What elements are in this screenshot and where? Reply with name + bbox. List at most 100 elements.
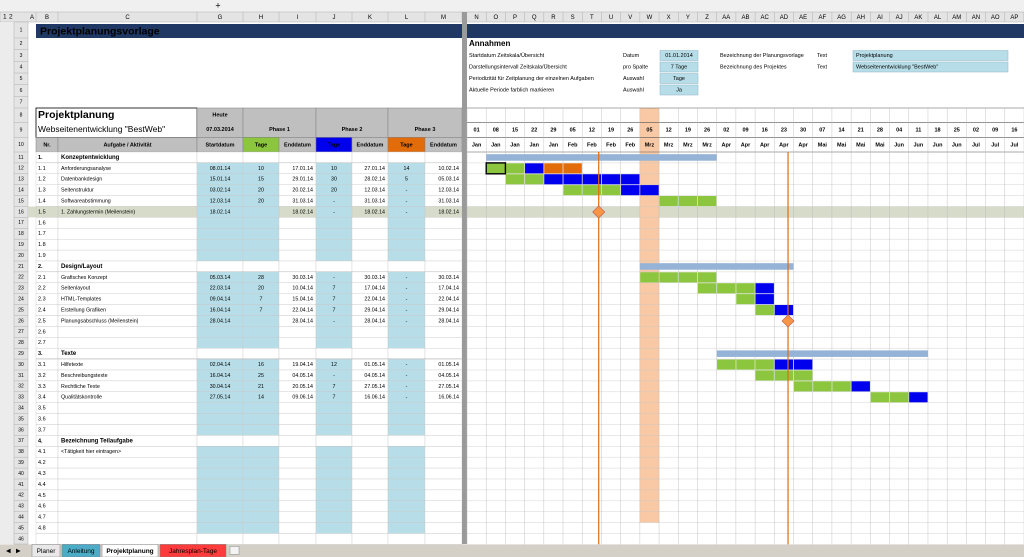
end-date: 01.05.14 — [364, 362, 385, 368]
cell — [351, 500, 389, 512]
task-number: 4.6 — [38, 504, 46, 510]
cell — [315, 511, 353, 523]
end-date: 28.04.14 — [292, 318, 313, 324]
outline-level-button[interactable]: 2 — [9, 14, 13, 21]
cell — [387, 500, 426, 512]
cell — [278, 533, 317, 545]
tab-nav[interactable]: ▶ — [16, 548, 21, 554]
month-label: Mrz — [664, 142, 674, 148]
sheet-tab[interactable] — [31, 544, 61, 557]
task-number: 1.4 — [38, 199, 46, 205]
phase-cell — [870, 392, 890, 403]
end-date: 29.04.14 — [438, 307, 459, 313]
cell — [315, 413, 353, 425]
phase-cell — [621, 185, 640, 196]
tab-nav[interactable]: ◀ — [6, 548, 11, 554]
task-name: 1. Zahlungstermin (Meilenstein) — [61, 209, 135, 215]
sheet-tab-label[interactable]: Jahresplan-Tage — [169, 548, 217, 555]
cell — [387, 446, 426, 458]
assumption-input[interactable] — [659, 84, 699, 96]
sheet-tab[interactable] — [159, 544, 227, 557]
assumption-label: Darstellungsintervall Zeitskala/Übersich… — [469, 63, 567, 70]
assumption-input[interactable] — [659, 50, 699, 61]
phase-cell — [640, 185, 659, 196]
end-date: 15.04.14 — [292, 297, 313, 303]
row-number: 21 — [18, 264, 24, 270]
cell — [57, 467, 198, 480]
assumption-input[interactable] — [659, 61, 699, 73]
phase-days: - — [333, 198, 335, 204]
assumption-input[interactable] — [852, 61, 1009, 73]
month-label: Mrz — [702, 142, 712, 148]
end-date: 17.04.14 — [438, 286, 459, 292]
task-number: 4.8 — [38, 526, 46, 532]
task-name: Seitenstruktur — [61, 188, 94, 194]
sheet-tab-label[interactable]: Projektplanung — [106, 548, 153, 555]
task-name: Grafisches Konzept — [61, 275, 108, 281]
column-letter: AJ — [896, 15, 903, 21]
end-date: 22.04.14 — [364, 297, 385, 303]
phase-cell — [755, 370, 774, 381]
cell — [424, 326, 463, 338]
task-number: 4.3 — [38, 471, 46, 477]
phase-cell — [697, 196, 717, 207]
end-date: 30.03.14 — [438, 275, 459, 281]
cell — [57, 489, 198, 501]
phase-cell — [755, 283, 774, 294]
phase-cell — [659, 196, 678, 207]
task-number: 4.4 — [38, 482, 46, 488]
end-date: 16.06.14 — [364, 395, 385, 401]
sheet-tab[interactable] — [61, 544, 101, 557]
cell — [424, 337, 463, 349]
phase-days: 20 — [258, 286, 264, 292]
task-number: 4.5 — [38, 493, 46, 499]
column-letter: C — [125, 15, 130, 21]
cell — [196, 402, 244, 414]
phase-days: 10 — [331, 166, 337, 172]
cell — [242, 206, 280, 218]
end-date: 30.03.14 — [364, 275, 385, 281]
cell — [387, 228, 426, 240]
cell — [315, 522, 353, 534]
phase-header — [315, 107, 389, 138]
column-heading: Tage — [255, 142, 267, 148]
cell — [387, 238, 426, 251]
phase-cell — [832, 381, 851, 392]
month-label: Jul — [1010, 142, 1018, 148]
assumption-kind: Auswahl — [623, 76, 644, 82]
assumption-input[interactable] — [852, 50, 1009, 61]
task-number: 3.7 — [38, 427, 46, 433]
end-date: 18.02.14 — [364, 209, 385, 215]
column-letter: M — [441, 15, 446, 21]
new-sheet-button[interactable] — [229, 546, 240, 555]
cell — [424, 424, 463, 436]
sheet-tab-label[interactable]: Planer — [37, 548, 57, 555]
start-date: 02.04.14 — [210, 362, 231, 368]
cell — [196, 238, 244, 251]
column-letter: AK — [914, 15, 922, 21]
cell — [196, 413, 244, 425]
month-label: Jan — [549, 142, 559, 148]
cell — [315, 217, 353, 229]
assumption-input[interactable] — [659, 73, 699, 84]
outline-level-button[interactable]: 1 — [3, 14, 7, 21]
start-date: 08.01.14 — [210, 166, 231, 172]
task-number: 3.6 — [38, 417, 46, 423]
end-date: 27.05.14 — [438, 384, 459, 390]
cell — [424, 249, 463, 262]
phase-cell — [889, 392, 909, 403]
column-letter: AH — [857, 15, 865, 21]
cell — [387, 467, 426, 480]
planning-title: Projektplanung — [38, 109, 114, 121]
task-name: <Tätigkeit hier eintragen> — [61, 449, 121, 455]
cell — [278, 238, 317, 251]
cell — [351, 326, 389, 338]
sheet-tab[interactable] — [101, 544, 159, 557]
phase-days: - — [333, 318, 335, 324]
start-date: 03.02.14 — [210, 188, 231, 194]
cell — [278, 249, 317, 262]
column-heading: Nr. — [43, 142, 51, 148]
cell — [242, 337, 280, 349]
assumption-label: Periodizität für Zeitplanung der einzeln… — [469, 76, 594, 82]
sheet-tab-label[interactable]: Anleitung — [67, 548, 94, 555]
